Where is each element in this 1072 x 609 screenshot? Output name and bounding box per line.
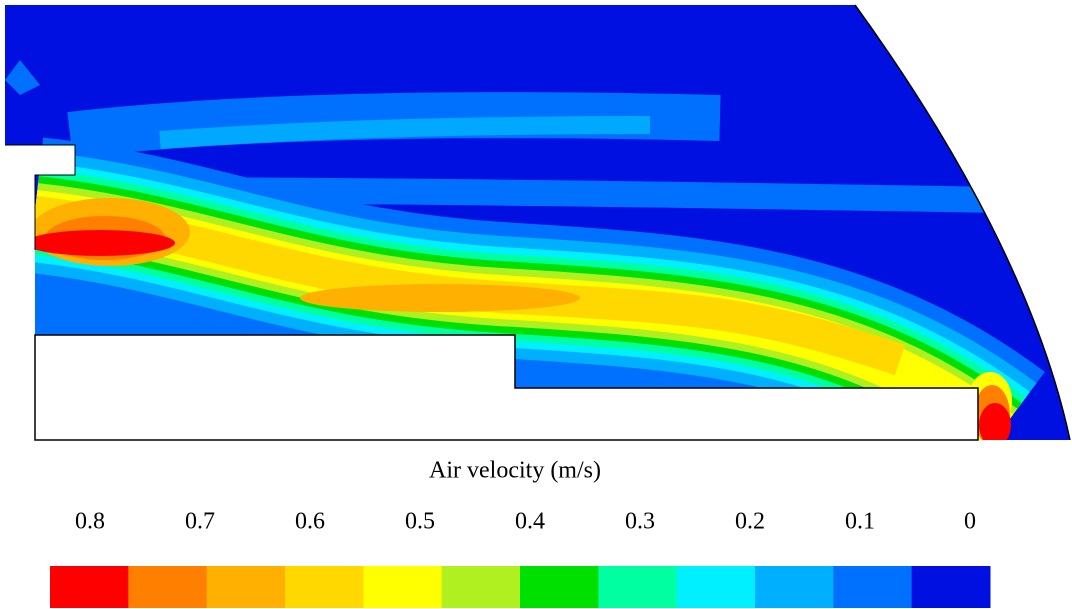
solid-block [34,334,979,441]
colorbar-tick-label: 0.4 [515,509,545,535]
colorbar-swatch [285,566,364,608]
domain-edge [854,4,1071,441]
colorbar-tick-label: 0 [964,509,976,535]
colorbar-swatch [911,566,991,608]
colorbar-swatch [833,566,913,608]
colorbar-tick-label: 0.1 [845,509,875,535]
colorbar-swatch [206,566,286,608]
colorbar-tick-label: 0.8 [75,509,105,535]
colorbar-tick-label: 0.3 [625,509,655,535]
inlet-edge [5,144,76,250]
colorbar-tick-label: 0.6 [295,509,325,535]
colorbar-swatch [441,566,521,608]
colorbar-swatch [598,566,678,608]
contour-field [5,5,1070,440]
colorbar-swatch [128,566,208,608]
colorbar-swatch [50,566,129,608]
colorbar-swatch [755,566,834,608]
colorbar-swatch [676,566,756,608]
colorbar-tick-label: 0.7 [185,509,215,535]
colorbar-title: Air velocity (m/s) [429,458,601,484]
colorbar-tick-label: 0.2 [735,509,765,535]
colorbar-swatch [363,566,443,608]
colorbar-tick-label: 0.5 [405,509,435,535]
colorbar-swatch [520,566,599,608]
